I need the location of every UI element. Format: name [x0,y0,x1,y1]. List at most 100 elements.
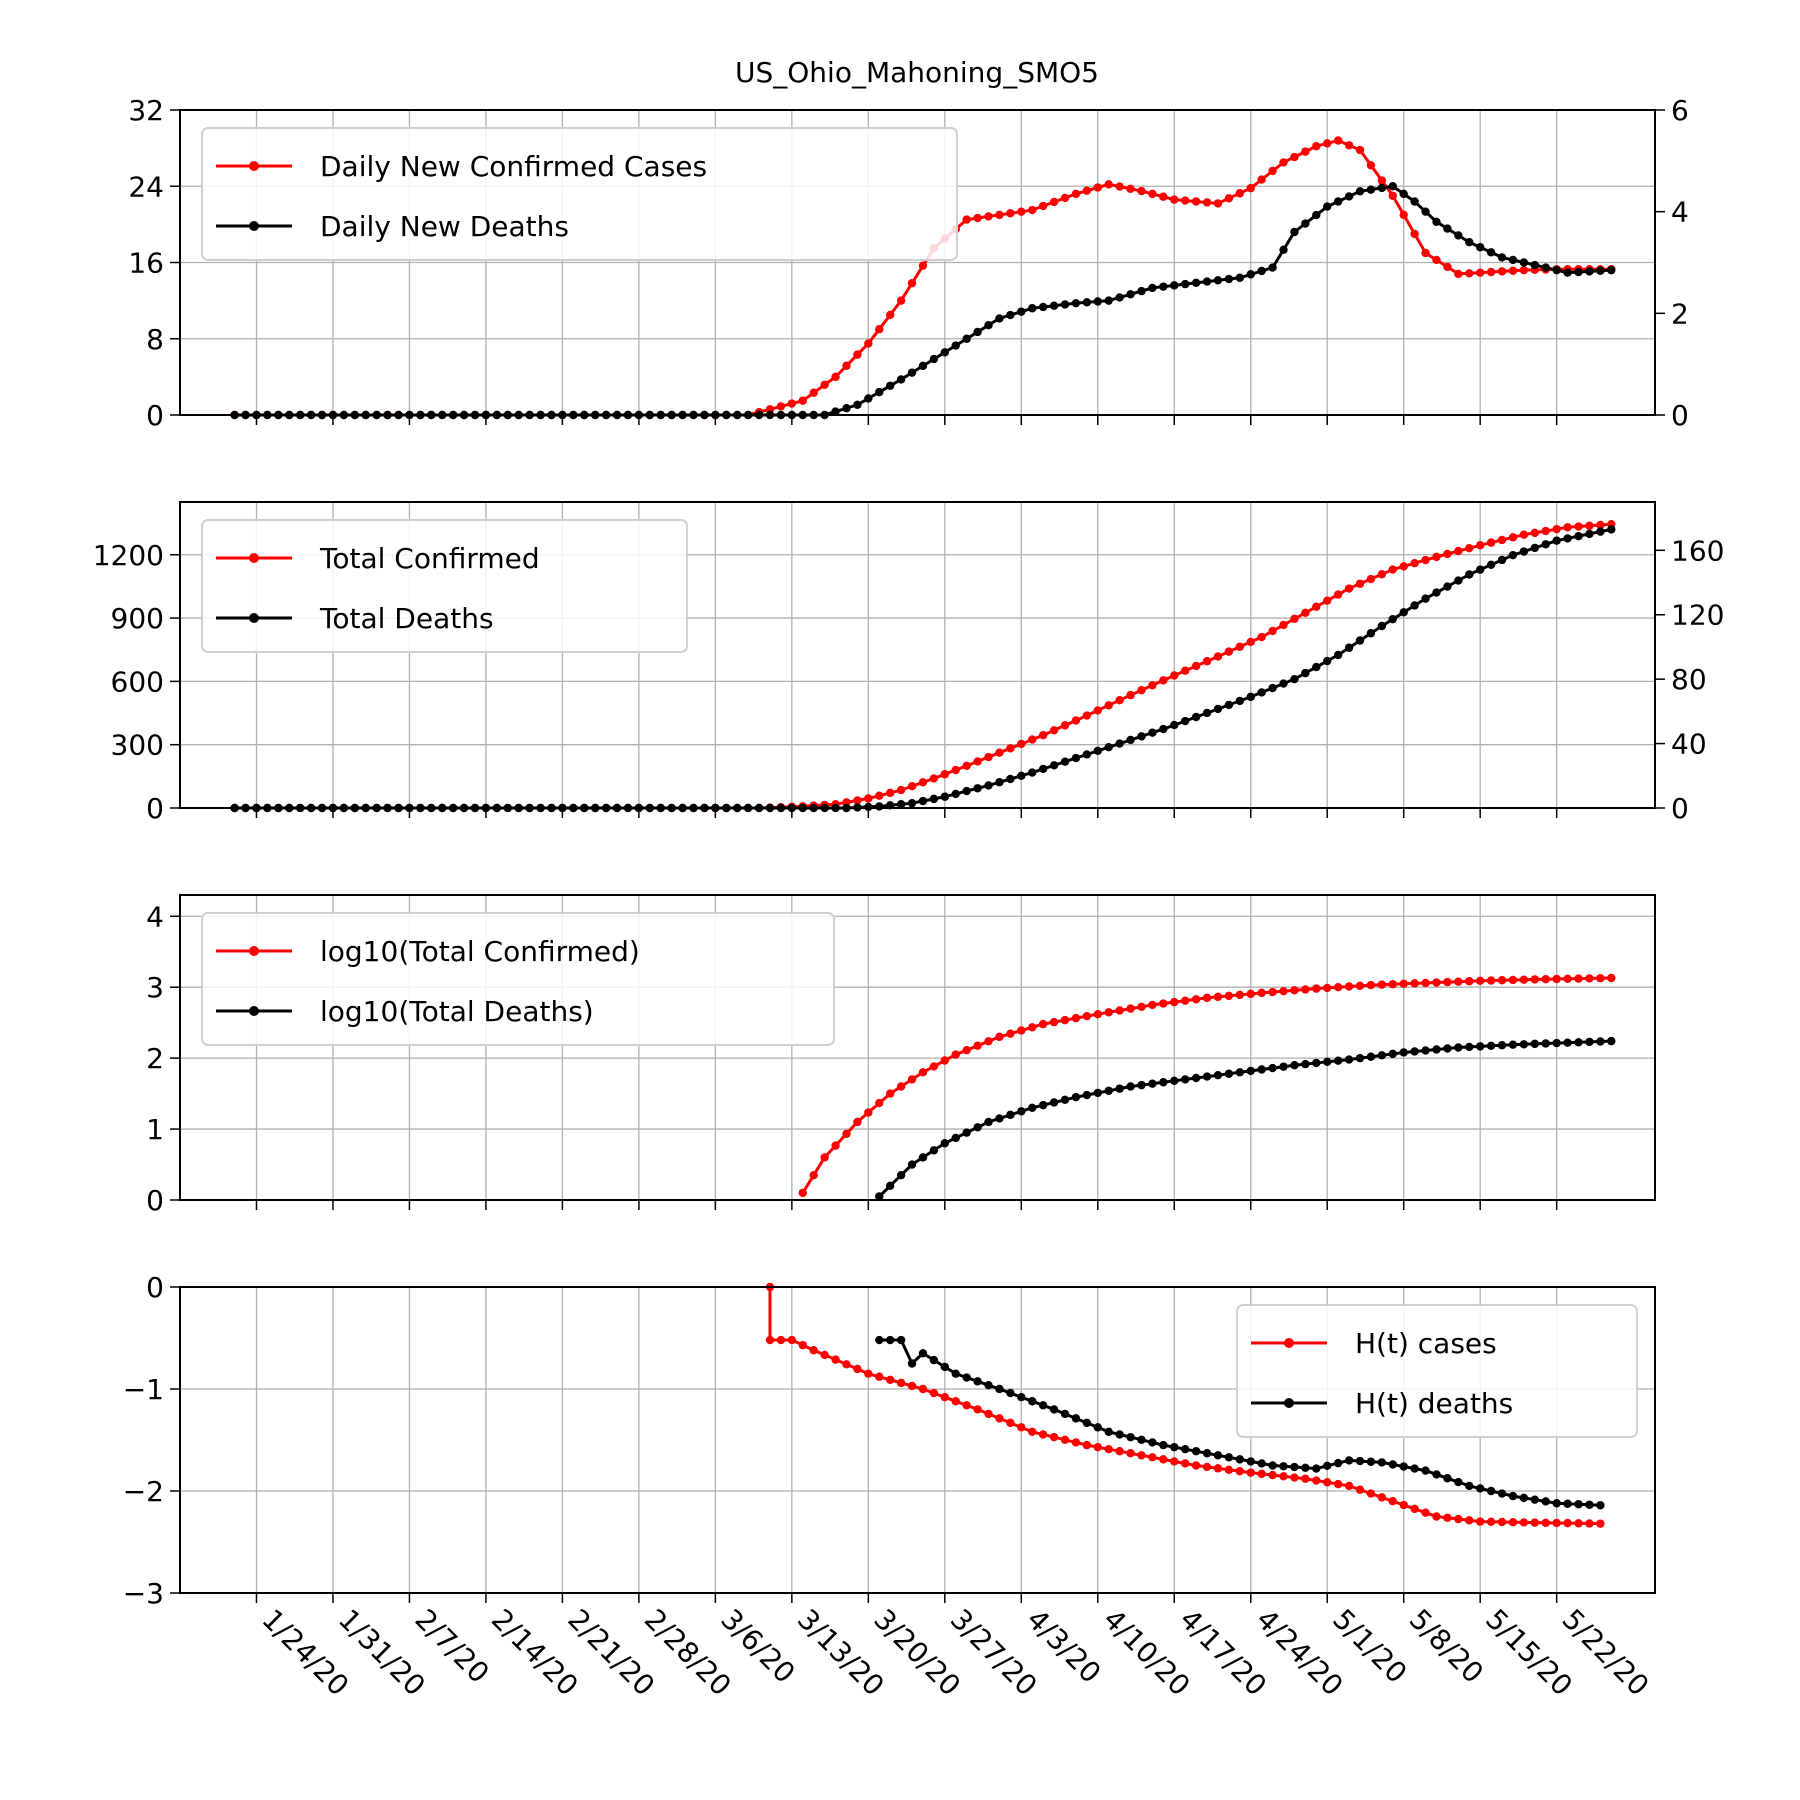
series-point [940,1362,950,1372]
series-point [1159,999,1168,1008]
series-point [1410,1047,1419,1056]
series-point [1115,739,1124,748]
series-point [962,334,971,343]
series-point [1180,1459,1190,1468]
series-point [1290,986,1299,995]
legend-label: H(t) cases [1355,1327,1497,1360]
series-point [1443,977,1452,987]
series-point [1497,1041,1507,1050]
series-point [1268,1461,1277,1470]
series-point [1017,1026,1026,1035]
series-point [1082,750,1092,759]
series-point [1421,1046,1430,1055]
series-point [1519,1518,1529,1527]
series-point [995,778,1004,787]
series-point [864,802,873,812]
series-point [853,350,862,359]
series-point [1104,1086,1113,1095]
series-point [1093,183,1102,192]
series-point [1017,1423,1026,1432]
series-point [1366,980,1376,990]
series-point [1530,543,1540,553]
series-point [1508,550,1518,560]
series-point [1017,1392,1026,1402]
panel-3: 0 1 2 3 4 log10(Total Confirmed) log10(Total D… [146,894,1656,1217]
legend-label: Total Confirmed [319,542,540,575]
series-point [1093,746,1102,756]
series-point [1126,1449,1135,1458]
y2-tick-label: 4 [1671,196,1689,229]
series-point [820,1350,829,1360]
series-point [875,1335,884,1345]
series-point [1257,632,1266,642]
series-point [864,394,873,403]
series-point [1115,182,1124,191]
series-point [1224,274,1234,284]
series-point [842,361,851,370]
series-point [1465,977,1474,986]
series-point [1126,184,1135,193]
series-point [875,325,884,334]
series-point [1388,1049,1397,1059]
series-point [875,802,884,811]
series-point [1312,984,1321,993]
y2-tick-label: 40 [1671,728,1707,761]
series-point [984,1037,993,1046]
series-point [1224,1069,1234,1078]
series-point [984,1409,993,1419]
series-point [831,372,840,382]
y-tick-label: 0 [146,792,164,825]
series-point [1246,270,1255,279]
series-point [1475,565,1485,574]
series-point [1355,145,1365,155]
series-point [1017,207,1026,216]
series-point [1323,983,1332,993]
series-point [809,1346,818,1355]
series-point [1475,976,1485,986]
series-point [1170,671,1179,680]
series-point [1344,192,1354,201]
series-point [1148,728,1157,737]
series-point [1475,1484,1485,1493]
series-point [787,399,797,408]
series-point [1421,594,1430,603]
series-point [1508,533,1518,542]
series-point [1202,657,1212,666]
series-point [1235,273,1245,282]
series-point [1213,704,1223,714]
series-point [1028,1023,1037,1032]
series-point [995,1414,1004,1423]
series-point [951,1133,960,1143]
series-point [1552,1518,1561,1528]
series-point [1115,1447,1124,1456]
series-point [1202,1072,1212,1081]
series-point [896,375,906,384]
series-point [1082,1440,1092,1450]
series-point [1071,298,1081,308]
series-point [1093,1423,1102,1432]
series-point [1148,1079,1157,1088]
series-point [951,765,960,775]
series-point [962,1128,971,1137]
series-point [1421,207,1430,216]
series-point [1082,1090,1092,1100]
y-tick-label: 0 [146,1184,164,1217]
series-point [907,1381,917,1391]
y-tick-label: −3 [123,1577,164,1610]
series-point [1355,1053,1365,1063]
y2-tick-label: 0 [1671,792,1689,825]
series-point [929,1388,939,1398]
series-point [1388,565,1397,574]
series-point [1301,608,1310,617]
series-point [1530,260,1540,270]
series-point [1312,1476,1321,1485]
series-point [907,781,917,791]
series-point [1497,267,1507,276]
series-point [1530,1039,1540,1049]
series-point [1454,546,1463,556]
series-point [1443,224,1452,233]
series-point [1268,683,1277,693]
series-point [1323,1478,1332,1487]
series-point [1432,1512,1441,1521]
series-point [918,361,928,371]
